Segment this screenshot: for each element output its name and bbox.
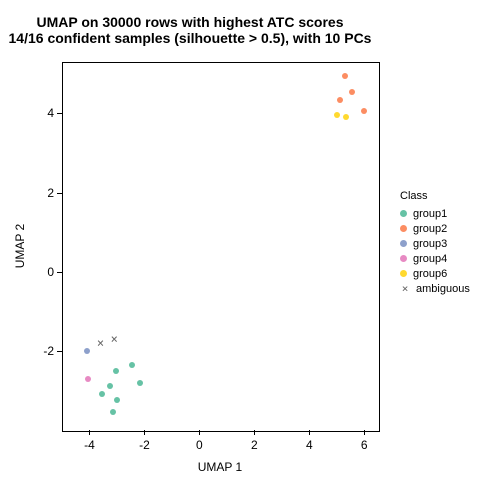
y-tick xyxy=(57,351,62,352)
x-tick-label: 0 xyxy=(196,438,203,452)
legend-label: group6 xyxy=(413,268,447,280)
data-point xyxy=(84,348,90,354)
data-point xyxy=(334,112,340,118)
y-tick-label: 0 xyxy=(34,265,54,279)
x-tick xyxy=(89,430,90,435)
data-point xyxy=(114,397,120,403)
y-tick xyxy=(57,113,62,114)
legend-swatch-icon: × xyxy=(400,283,410,294)
legend-swatch-icon xyxy=(400,270,407,277)
legend-swatch-icon xyxy=(400,240,407,247)
x-tick xyxy=(254,430,255,435)
legend-label: group2 xyxy=(413,223,447,235)
data-point xyxy=(85,376,91,382)
legend-item: × ambiguous xyxy=(400,281,470,296)
legend-item: group1 xyxy=(400,206,470,221)
legend-title: Class xyxy=(400,190,470,202)
plot-area xyxy=(62,62,380,432)
data-point: × xyxy=(111,333,118,345)
legend-label: ambiguous xyxy=(416,283,470,295)
legend-swatch-icon xyxy=(400,255,407,262)
data-point xyxy=(361,108,367,114)
data-point xyxy=(129,362,135,368)
data-point xyxy=(113,368,119,374)
data-point: × xyxy=(97,337,104,349)
x-tick-label: 4 xyxy=(306,438,313,452)
data-point xyxy=(137,380,143,386)
y-tick xyxy=(57,193,62,194)
y-tick-label: 4 xyxy=(34,106,54,120)
data-point xyxy=(110,409,116,415)
legend-item: group4 xyxy=(400,251,470,266)
legend-label: group4 xyxy=(413,253,447,265)
x-tick-label: -2 xyxy=(139,438,150,452)
x-tick xyxy=(144,430,145,435)
x-tick-label: 6 xyxy=(361,438,368,452)
y-tick-label: -2 xyxy=(34,344,54,358)
x-tick xyxy=(199,430,200,435)
data-point xyxy=(99,391,105,397)
y-tick-label: 2 xyxy=(34,186,54,200)
legend: Class group1 group2 group3 group4 group6× ambi… xyxy=(400,190,470,296)
legend-label: group1 xyxy=(413,208,447,220)
legend-item: group6 xyxy=(400,266,470,281)
x-axis-title: UMAP 1 xyxy=(198,460,242,474)
legend-item: group2 xyxy=(400,221,470,236)
chart-title: UMAP on 30000 rows with highest ATC scor… xyxy=(0,14,380,46)
x-tick-label: 2 xyxy=(251,438,258,452)
x-tick-label: -4 xyxy=(84,438,95,452)
y-axis-title: UMAP 2 xyxy=(13,224,27,268)
legend-label: group3 xyxy=(413,238,447,250)
x-tick xyxy=(309,430,310,435)
data-point xyxy=(349,89,355,95)
data-point xyxy=(337,97,343,103)
x-tick xyxy=(364,430,365,435)
legend-swatch-icon xyxy=(400,225,407,232)
legend-item: group3 xyxy=(400,236,470,251)
data-point xyxy=(107,383,113,389)
data-point xyxy=(343,114,349,120)
y-tick xyxy=(57,272,62,273)
data-point xyxy=(342,73,348,79)
legend-swatch-icon xyxy=(400,210,407,217)
